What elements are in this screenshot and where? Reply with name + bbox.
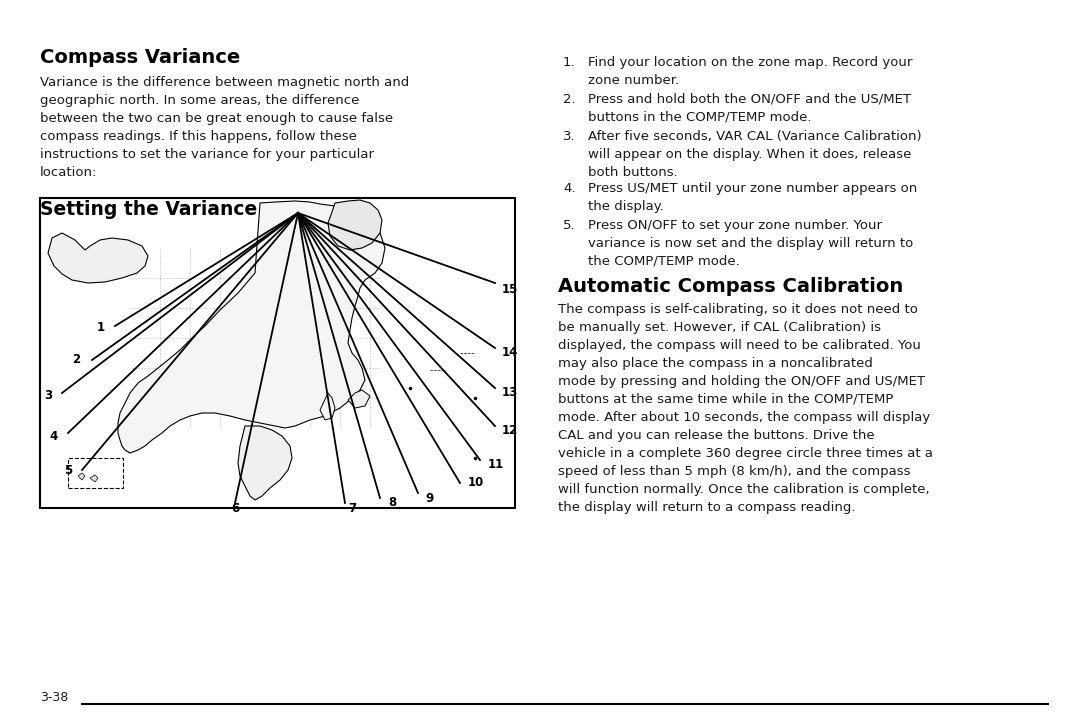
Polygon shape (48, 233, 148, 283)
Text: Setting the Variance: Setting the Variance (40, 200, 257, 219)
Text: 8: 8 (388, 497, 396, 510)
Text: 13: 13 (502, 387, 518, 400)
Text: The compass is self-calibrating, so it does not need to
be manually set. However: The compass is self-calibrating, so it d… (558, 303, 933, 514)
Text: Find your location on the zone map. Record your
zone number.: Find your location on the zone map. Reco… (588, 56, 913, 87)
Text: 11: 11 (488, 457, 504, 470)
Text: 6: 6 (231, 502, 239, 515)
Text: 10: 10 (468, 477, 484, 490)
Text: 1.: 1. (563, 56, 576, 69)
Text: Automatic Compass Calibration: Automatic Compass Calibration (558, 277, 903, 296)
Bar (68, 458, 123, 488)
Text: After five seconds, VAR CAL (Variance Calibration)
will appear on the display. W: After five seconds, VAR CAL (Variance Ca… (588, 130, 921, 179)
Text: 4: 4 (50, 430, 58, 443)
Text: 5.: 5. (563, 219, 576, 232)
Polygon shape (328, 200, 382, 250)
Polygon shape (320, 393, 335, 420)
Text: Press US/MET until your zone number appears on
the display.: Press US/MET until your zone number appe… (588, 182, 917, 213)
Text: 3-38: 3-38 (40, 691, 68, 704)
Text: 2: 2 (72, 354, 80, 366)
Text: 4.: 4. (563, 182, 576, 195)
Text: Compass Variance: Compass Variance (40, 48, 240, 67)
Text: 14: 14 (502, 346, 518, 359)
Text: 2.: 2. (563, 93, 576, 106)
Text: Variance is the difference between magnetic north and
geographic north. In some : Variance is the difference between magne… (40, 76, 409, 179)
Text: 7: 7 (348, 502, 356, 515)
Text: 1: 1 (97, 322, 105, 335)
Text: Press ON/OFF to set your zone number. Your
variance is now set and the display w: Press ON/OFF to set your zone number. Yo… (588, 219, 914, 268)
Text: 3: 3 (44, 390, 52, 402)
Text: 5: 5 (64, 464, 72, 477)
Text: 3.: 3. (563, 130, 576, 143)
Polygon shape (238, 426, 292, 500)
Text: 15: 15 (502, 284, 518, 297)
Text: 12: 12 (502, 425, 518, 438)
Polygon shape (78, 473, 85, 480)
Polygon shape (90, 475, 98, 482)
Polygon shape (348, 390, 370, 408)
Bar (40, 198, 515, 508)
Text: 9: 9 (426, 492, 433, 505)
Text: Press and hold both the ON/OFF and the US/MET
buttons in the COMP/TEMP mode.: Press and hold both the ON/OFF and the U… (588, 93, 912, 124)
Polygon shape (118, 201, 384, 453)
